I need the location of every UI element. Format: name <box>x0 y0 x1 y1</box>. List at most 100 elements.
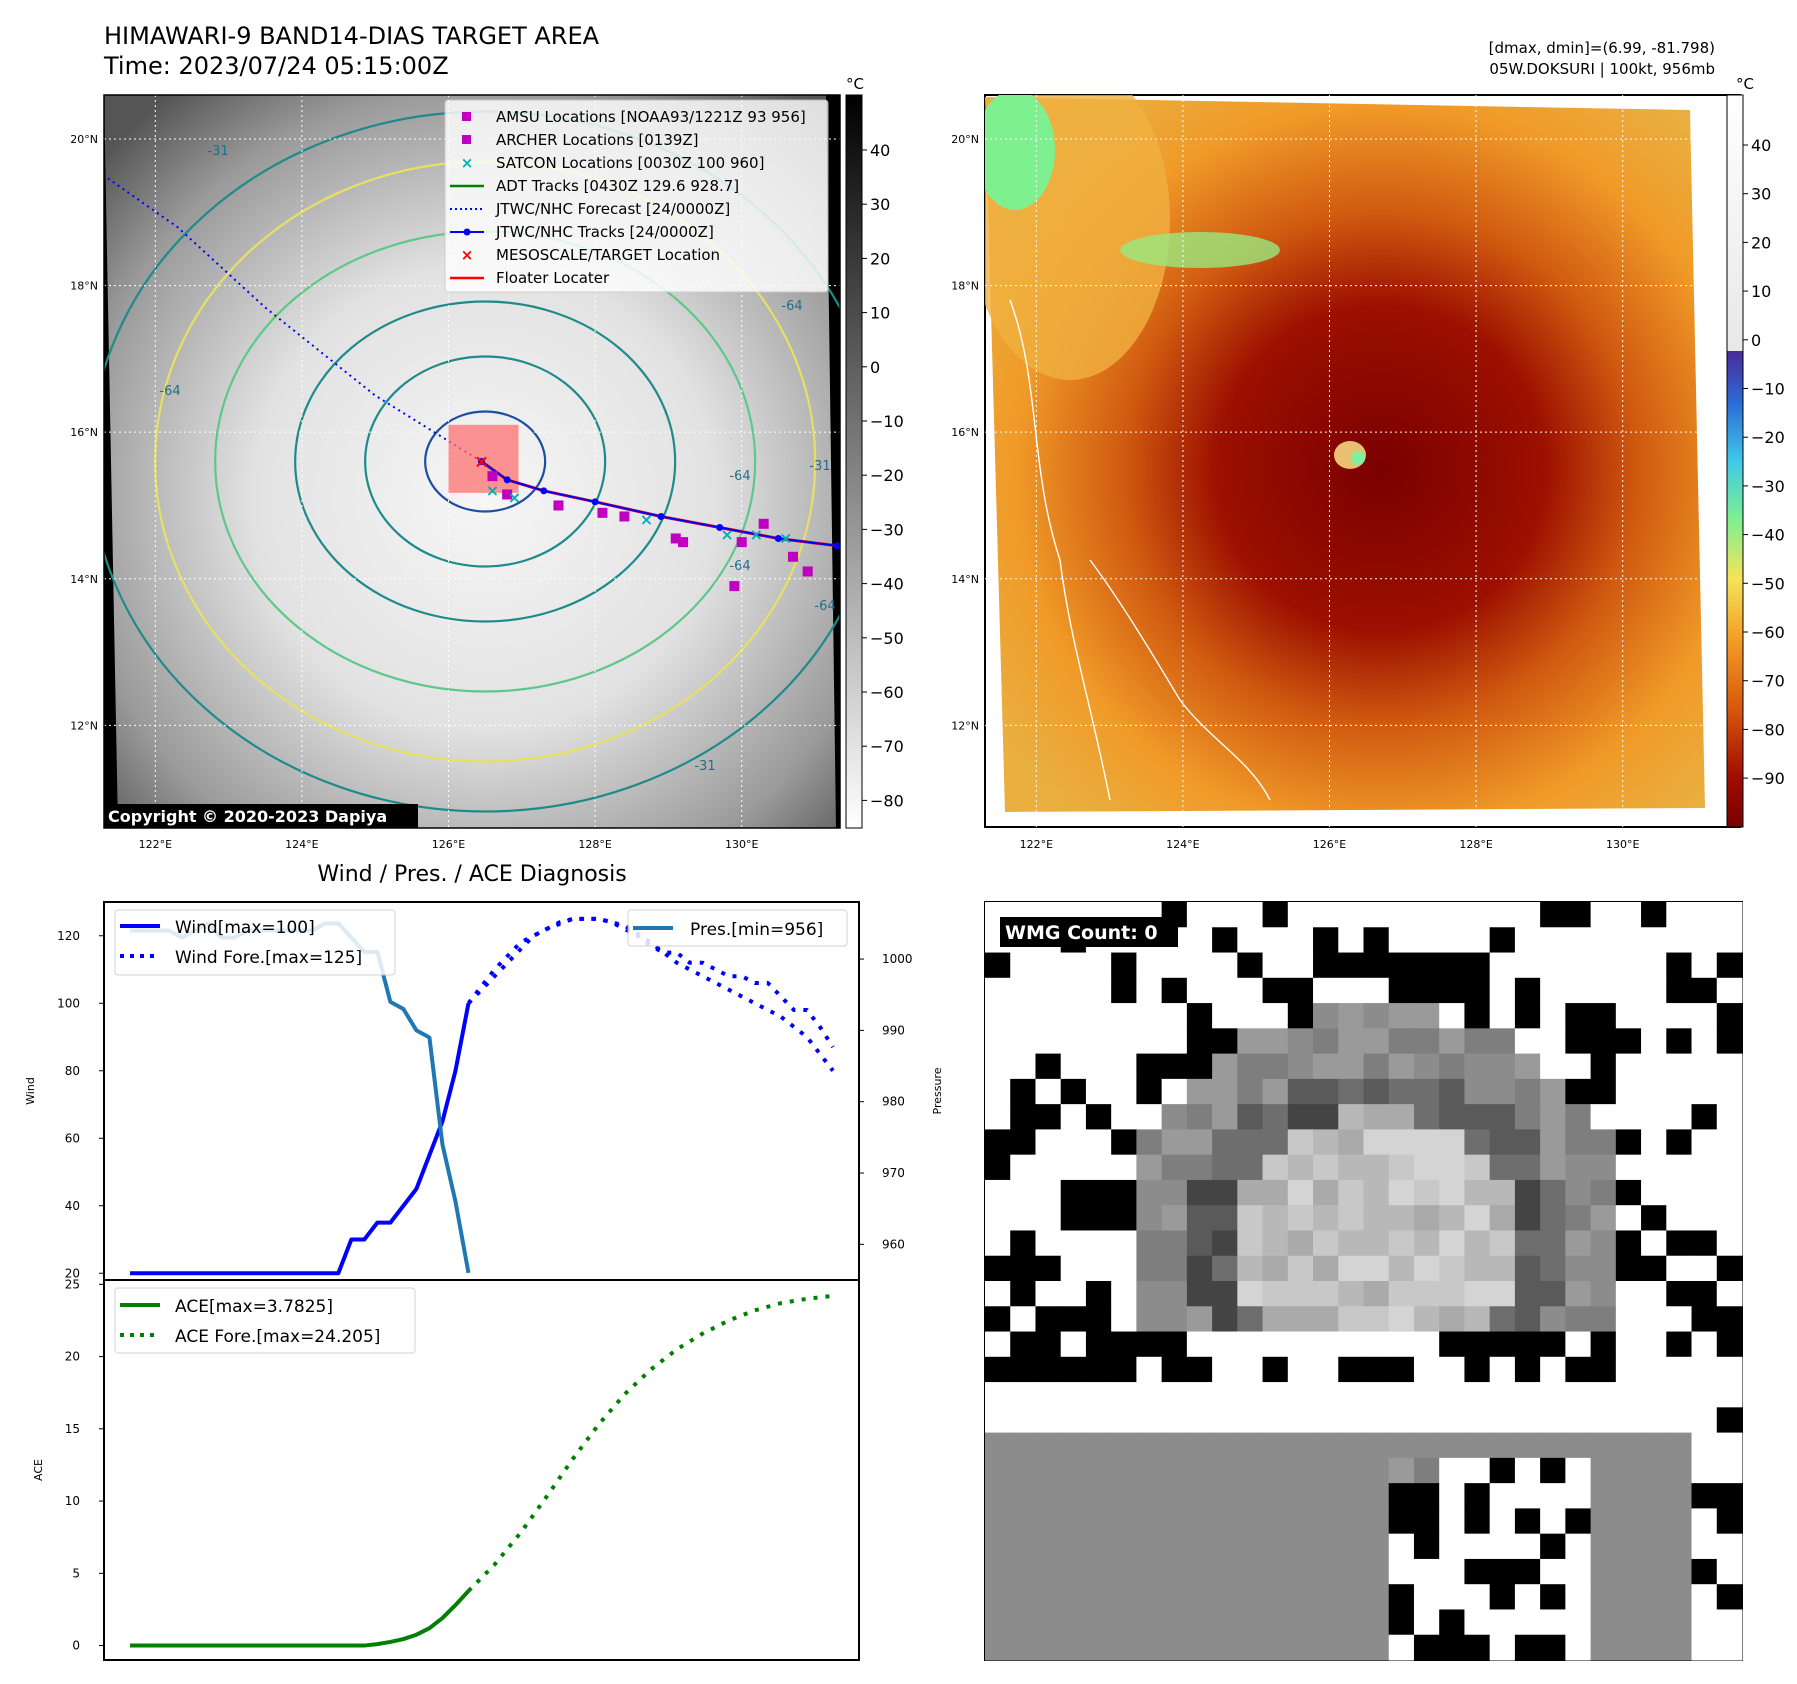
legend-label: AMSU Locations [NOAA93/1221Z 93 956] <box>496 108 806 126</box>
wmg-cell <box>1262 1508 1289 1535</box>
wmg-cell <box>1237 1331 1264 1358</box>
wmg-cell <box>1439 1154 1465 1181</box>
colorbar-tick-label: 10 <box>870 304 890 323</box>
wmg-cell <box>1464 952 1491 979</box>
wmg-cell <box>1111 1255 1137 1282</box>
wmg-cell <box>1666 1053 1693 1080</box>
wmg-cell <box>1666 1154 1693 1181</box>
wmg-cell <box>1010 1331 1036 1358</box>
ir-map-panel: -64 -31 -64 -64 -31 -64 -31 -64 × × × × × × × Copyrig… <box>70 75 904 851</box>
lat-tick-label: 20°N <box>70 133 98 146</box>
wmg-cell <box>1363 1331 1390 1358</box>
colorbar-tick-label: −50 <box>1751 574 1785 593</box>
wmg-cell <box>1388 1508 1415 1535</box>
wmg-cell <box>1590 1205 1617 1231</box>
satcon-marker: × <box>486 481 499 500</box>
wmg-cell <box>1464 1230 1491 1257</box>
wmg-cell <box>1540 1028 1566 1055</box>
wmg-cell <box>1212 902 1238 928</box>
wmg-cell <box>1464 1129 1491 1156</box>
colorbar-tick-label: 20 <box>870 249 890 268</box>
wmg-cell <box>1262 1584 1289 1610</box>
wmg-cell <box>1615 1281 1642 1307</box>
wmg-cell <box>1338 1634 1364 1661</box>
wmg-cell <box>1136 952 1163 979</box>
pressure-tick-label: 960 <box>882 1237 905 1251</box>
wmg-cell <box>1262 1558 1289 1585</box>
wmg-cell <box>1464 1609 1491 1636</box>
wmg-cell <box>1186 1205 1213 1231</box>
wmg-cell <box>1514 1609 1541 1636</box>
wmg-cell <box>1565 1154 1592 1181</box>
wmg-cell <box>1338 1230 1364 1257</box>
wmg-cell <box>1262 1028 1289 1055</box>
wmg-cell <box>1161 1028 1188 1055</box>
wmg-cell <box>1641 1306 1667 1333</box>
colorbar-tick-label: −60 <box>1751 623 1785 642</box>
wmg-cell <box>1287 1129 1314 1156</box>
wmg-cell <box>1212 1356 1238 1383</box>
wmg-cell <box>1262 1407 1289 1434</box>
wmg-cell <box>1590 1306 1617 1333</box>
wmg-cell <box>1212 977 1238 1004</box>
ace-tick-label: 0 <box>72 1639 80 1653</box>
wmg-cell <box>1641 1382 1667 1408</box>
wmg-cell <box>1489 1205 1516 1231</box>
wmg-cell <box>1237 1634 1264 1661</box>
wmg-cell <box>1287 1331 1314 1358</box>
ace-tick-label: 15 <box>65 1422 80 1436</box>
legend-label: JTWC/NHC Tracks [24/0000Z] <box>495 223 714 241</box>
legend-label: Wind Fore.[max=125] <box>175 948 362 968</box>
wmg-cell <box>1287 1306 1314 1333</box>
wmg-cell <box>1186 1306 1213 1333</box>
wmg-cell <box>1111 1457 1137 1484</box>
copyright-label: Copyright © 2020-2023 Dapiya <box>108 807 387 826</box>
wmg-cell <box>1514 1255 1541 1282</box>
colorbar-unit-right: °C <box>1736 75 1754 93</box>
wmg-cell <box>1161 1508 1188 1535</box>
wmg-cell <box>1338 1205 1364 1231</box>
wmg-cell <box>1565 1104 1592 1130</box>
wmg-cell <box>1338 1432 1364 1459</box>
wmg-cell <box>1060 1382 1087 1408</box>
wmg-cell <box>1010 1028 1036 1055</box>
wmg-cell <box>1363 1230 1390 1257</box>
lon-tick-label: 128°E <box>1459 838 1492 851</box>
wmg-cell <box>1186 1382 1213 1408</box>
wmg-cell <box>1338 952 1364 979</box>
wmg-cell <box>1565 1584 1592 1610</box>
wmg-cell <box>1514 1154 1541 1181</box>
figure-title: HIMAWARI-9 BAND14-DIAS TARGET AREA <box>104 22 600 50</box>
colorbar-tick-label: 40 <box>1751 136 1771 155</box>
wmg-cell <box>1691 1104 1718 1130</box>
wmg-cell <box>1716 1078 1743 1105</box>
wmg-cell <box>1363 1356 1390 1383</box>
wmg-cell <box>1060 1053 1087 1080</box>
wmg-cell <box>1212 1053 1238 1080</box>
wmg-cell <box>1691 1508 1718 1535</box>
wmg-cell <box>1313 1558 1339 1585</box>
wmg-cell <box>1111 1609 1137 1636</box>
wmg-cell <box>1716 1129 1743 1156</box>
colorbar-tick-label: −20 <box>1751 428 1785 447</box>
wmg-cell <box>1237 1558 1264 1585</box>
wmg-cell <box>1641 1281 1667 1307</box>
jtwc-track-point <box>833 542 840 550</box>
wmg-cell <box>1363 1179 1390 1206</box>
wmg-cell <box>1313 1028 1339 1055</box>
wmg-cell <box>1590 1508 1617 1535</box>
contour-label: -64 <box>814 599 835 614</box>
wmg-cell <box>1489 1634 1516 1661</box>
wmg-cell <box>1590 977 1617 1004</box>
wmg-cell <box>1085 1281 1112 1307</box>
wmg-cell <box>1413 1533 1440 1560</box>
wmg-cell <box>1010 1609 1036 1636</box>
wmg-cell <box>1540 1483 1566 1509</box>
wmg-cell <box>1338 1382 1364 1408</box>
wmg-cell <box>1262 1306 1289 1333</box>
wmg-cell <box>1186 1255 1213 1282</box>
wmg-cell <box>1691 1356 1718 1383</box>
wmg-cell <box>1010 1407 1036 1434</box>
wmg-cell <box>1287 952 1314 979</box>
wmg-cell <box>1136 1533 1163 1560</box>
